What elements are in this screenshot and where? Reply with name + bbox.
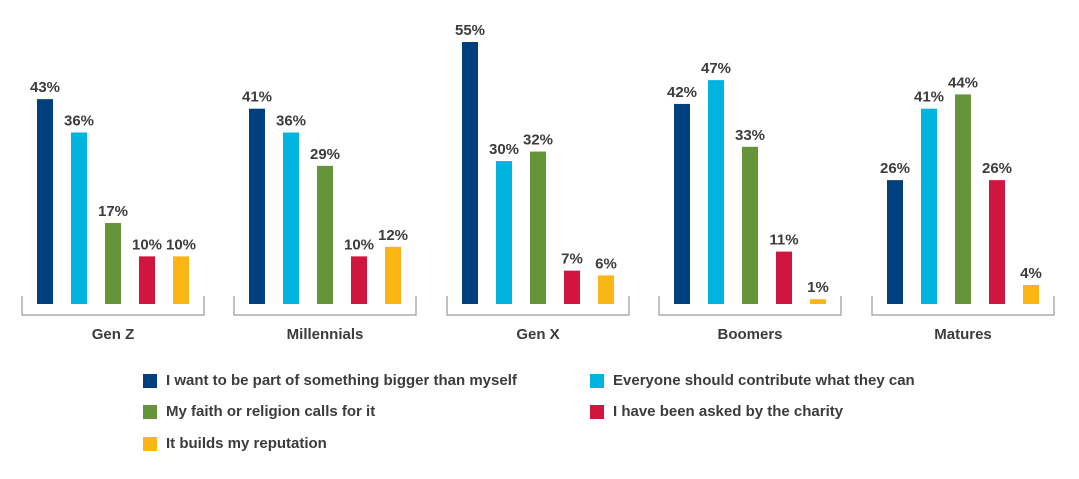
data-label: 7% [561, 251, 583, 268]
legend-label: It builds my reputation [166, 435, 327, 452]
data-label: 29% [310, 146, 340, 163]
category-label-matures: Matures [934, 326, 992, 343]
category-label-gen-z: Gen Z [92, 326, 135, 343]
data-label: 43% [30, 79, 60, 96]
bar-boomers-series-1 [708, 80, 724, 304]
legend-label: My faith or religion calls for it [166, 403, 376, 420]
group-bracket-matures [871, 296, 1055, 316]
legend-item-reputation: It builds my reputation [143, 435, 327, 452]
bar-millennials-series-1 [283, 132, 299, 304]
bar-matures-series-2 [955, 94, 971, 305]
legend-item-bigger-than-myself: I want to be part of something bigger th… [143, 372, 517, 389]
data-label: 55% [455, 22, 485, 39]
bar-millennials-series-0 [249, 108, 265, 304]
legend-label: Everyone should contribute what they can [613, 372, 915, 389]
bar-millennials-series-4 [385, 246, 401, 304]
bar-boomers-series-2 [742, 146, 758, 304]
bar-chart: 43%36%17%10% 10%Gen Z41%36%29%10%12%Mille… [21, 22, 1055, 343]
data-label: 41% [242, 89, 272, 106]
legend-label: I have been asked by the charity [613, 403, 844, 420]
bar-boomers-series-0 [674, 103, 690, 304]
bar-gen-x-series-1 [496, 161, 512, 304]
bar-gen-x-series-0 [462, 42, 478, 304]
group-bracket-millennials [233, 296, 417, 316]
bar-gen-z-series-3 [139, 256, 155, 304]
category-label-boomers: Boomers [717, 326, 782, 343]
category-label-gen-x: Gen X [516, 326, 559, 343]
data-label: 26% [880, 160, 910, 177]
bar-gen-z-series-0 [37, 99, 53, 304]
bar-millennials-series-3 [351, 256, 367, 304]
bar-gen-z-series-4 [173, 256, 189, 304]
bar-gen-x-series-3 [564, 270, 580, 304]
data-label: 4% [1020, 265, 1042, 282]
data-label: 10% [132, 236, 162, 253]
bar-millennials-series-2 [317, 165, 333, 304]
bar-matures-series-3 [989, 180, 1005, 304]
group-bracket-gen-z [21, 296, 205, 316]
bar-gen-z-series-2 [105, 223, 121, 304]
data-label: 30% [489, 141, 519, 158]
bar-boomers-series-4 [810, 299, 826, 304]
legend-swatch [590, 404, 604, 419]
legend-item-faith: My faith or religion calls for it [143, 403, 375, 420]
data-label: 36% [276, 113, 306, 130]
data-label: 11% [769, 232, 798, 249]
data-label: 42% [667, 84, 697, 101]
bar-gen-x-series-2 [530, 151, 546, 304]
data-label: 6% [595, 255, 617, 272]
bar-gen-x-series-4 [598, 275, 614, 304]
data-label: 44% [948, 74, 978, 91]
data-label: 47% [701, 60, 731, 77]
legend-swatch [143, 404, 157, 419]
legend-item-contribute: Everyone should contribute what they can [590, 372, 915, 389]
bar-matures-series-0 [887, 180, 903, 304]
legend-label: I want to be part of something bigger th… [166, 372, 517, 389]
bar-gen-z-series-1 [71, 132, 87, 304]
bar-boomers-series-3 [776, 251, 792, 304]
data-label: 33% [735, 127, 765, 144]
legend-swatch [590, 373, 604, 388]
bar-matures-series-1 [921, 108, 937, 304]
data-label: 17% [98, 203, 128, 220]
data-label: 10% [166, 236, 196, 253]
bar-matures-series-4 [1023, 284, 1039, 304]
legend-swatch [143, 373, 157, 388]
data-label: 26% [982, 160, 1012, 177]
data-label: 12% [378, 227, 408, 244]
legend-swatch [143, 436, 157, 451]
legend-item-asked: I have been asked by the charity [590, 403, 843, 420]
data-label: 1% [807, 279, 829, 296]
data-label: 36% [64, 113, 94, 130]
group-bracket-boomers [658, 296, 842, 316]
data-label: 32% [523, 132, 553, 149]
group-bracket-gen-x [446, 296, 630, 316]
data-label: 10% [344, 236, 374, 253]
data-label: 41% [914, 89, 944, 106]
category-label-millennials: Millennials [287, 326, 364, 343]
